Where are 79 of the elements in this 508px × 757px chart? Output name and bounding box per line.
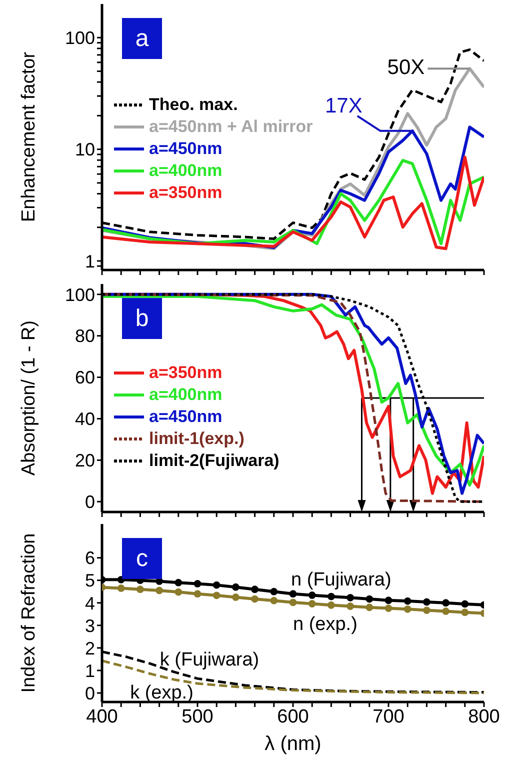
y-tick-label: 0 — [84, 492, 95, 512]
y-tick-label: 5 — [84, 570, 95, 591]
point — [232, 583, 240, 591]
point — [384, 604, 392, 612]
point — [346, 594, 354, 602]
series-label: n (exp.) — [292, 614, 358, 636]
y-tick-label: 80 — [74, 326, 95, 346]
legend-label: a=400nm — [149, 161, 222, 182]
y-tick-label: 0 — [84, 683, 95, 704]
x-tick-label: 700 — [372, 706, 404, 728]
point — [461, 600, 469, 608]
y-axis-title: Enhancement factor — [18, 51, 40, 222]
point — [328, 592, 335, 600]
point — [270, 588, 278, 596]
legend-label: a=450nm — [149, 139, 222, 160]
y-tick-label: 1 — [84, 251, 95, 272]
point — [251, 586, 258, 594]
legend-label: limit-1(exp.) — [149, 428, 244, 449]
x-tick-label: 500 — [182, 706, 214, 728]
x-tick-label: 800 — [468, 706, 500, 728]
legend-label: a=450nm + Al mirror — [149, 117, 313, 138]
legend-label: Theo. max. — [149, 95, 238, 116]
y-axis-title: Index of Refraction — [18, 533, 40, 693]
point — [212, 592, 220, 600]
point — [270, 596, 278, 604]
legend-label: a=350nm — [149, 183, 222, 204]
point — [308, 592, 316, 599]
legend-label: a=350nm — [149, 362, 222, 383]
point — [442, 599, 450, 607]
legend-label: limit-2(Fujiwara) — [149, 450, 280, 471]
y-tick-label: 40 — [74, 409, 95, 430]
y-axis-title: Absorption/ (1 - R) — [18, 320, 40, 476]
legend-label: a=450nm — [149, 406, 222, 427]
x-tick-label: 400 — [86, 706, 118, 728]
point — [117, 584, 125, 592]
point — [308, 600, 316, 608]
text: c — [122, 538, 162, 579]
point — [404, 605, 412, 613]
point — [251, 595, 258, 603]
point — [174, 588, 182, 596]
annotation: 17X — [325, 94, 362, 118]
point — [384, 596, 392, 604]
y-tick-label: 100 — [64, 284, 95, 305]
point — [423, 606, 430, 614]
text: a — [122, 18, 162, 59]
y-tick-label: 100 — [64, 28, 95, 48]
point — [136, 586, 144, 594]
y-tick-label: 1 — [84, 660, 95, 681]
point — [366, 595, 374, 603]
point — [212, 581, 220, 589]
x-axis-title: λ (nm) — [264, 733, 322, 755]
x-tick-label: 600 — [277, 706, 309, 728]
point — [289, 598, 297, 606]
text: b — [122, 298, 162, 339]
y-tick-label: 2 — [84, 638, 95, 658]
point — [194, 580, 202, 588]
series-label: k (exp.) — [130, 682, 194, 704]
point — [289, 590, 297, 598]
annotation: 50X — [387, 56, 425, 80]
point — [346, 602, 354, 610]
y-tick-label: 20 — [74, 450, 95, 471]
point — [404, 597, 412, 605]
series-label: n (Fujiwara) — [291, 570, 392, 591]
point — [423, 598, 430, 606]
point — [442, 607, 450, 615]
y-tick-label: 4 — [84, 593, 95, 614]
y-tick-label: 60 — [74, 368, 95, 388]
point — [232, 594, 240, 601]
point — [461, 608, 469, 616]
point — [366, 604, 374, 612]
y-tick-label: 6 — [84, 548, 95, 568]
series-label: k (Fujiwara) — [160, 650, 260, 671]
point — [328, 601, 335, 609]
point — [194, 590, 202, 598]
point — [156, 586, 163, 594]
point — [174, 578, 182, 586]
legend-label: a=400nm — [149, 384, 222, 405]
y-tick-label: 10 — [74, 140, 95, 160]
y-tick-label: 3 — [84, 616, 95, 636]
